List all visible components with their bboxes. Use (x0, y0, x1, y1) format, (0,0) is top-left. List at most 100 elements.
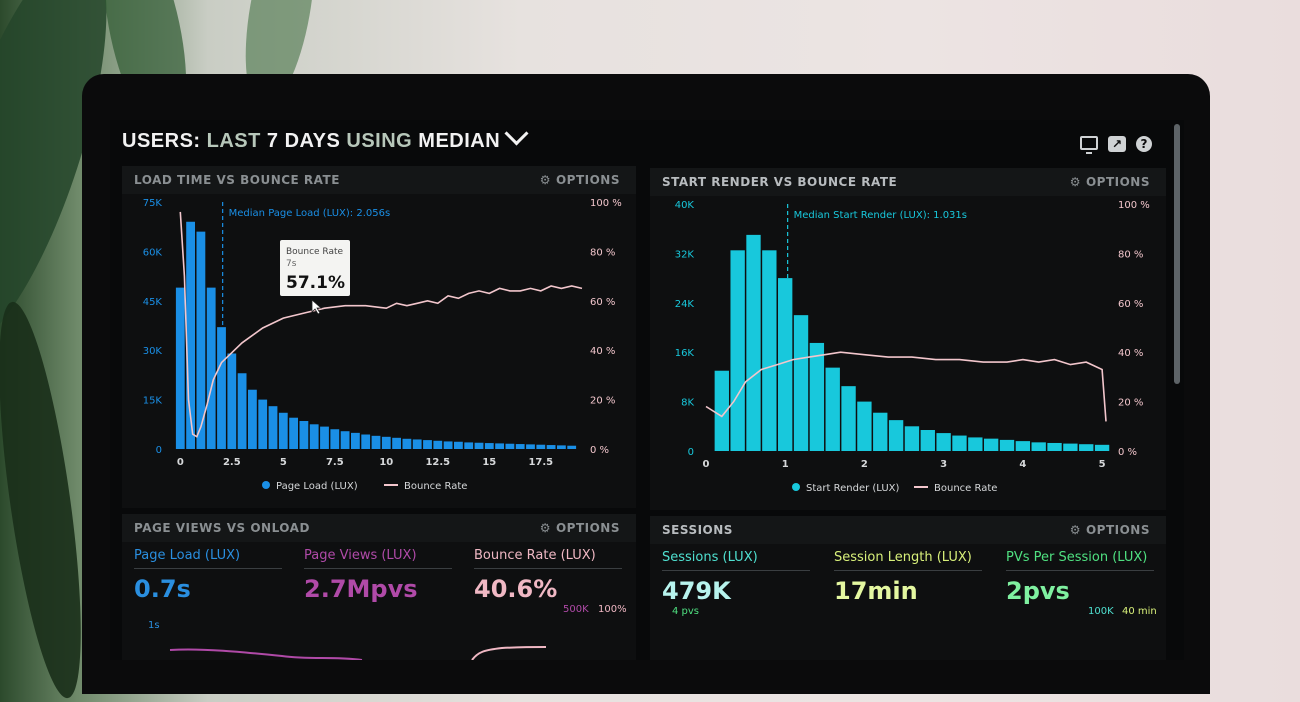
bar (196, 231, 206, 449)
options-label: OPTIONS (555, 173, 620, 187)
metric-pvs-per-session[interactable]: PVs Per Session (LUX) 2pvs (1006, 550, 1154, 605)
cursor-icon (311, 299, 323, 315)
bar (248, 389, 257, 449)
title-part: USERS: (122, 130, 207, 152)
dashboard-title[interactable]: USERS: LAST 7 DAYS USING MEDIAN (122, 121, 529, 153)
bar (1047, 442, 1062, 451)
y-tick-label-left: 30K (143, 346, 163, 357)
median-label: Median Start Render (LUX): 1.031s (794, 210, 967, 221)
y-tick-label-left: 24K (675, 299, 695, 310)
options-label: OPTIONS (555, 521, 620, 535)
bar (983, 438, 999, 451)
y-tick-label-left: 75K (143, 198, 163, 209)
x-tick-label: 5 (280, 457, 287, 468)
bar (474, 442, 484, 449)
y-tick-label-right: 60 % (1118, 299, 1143, 310)
y-tick-label-right: 100 % (590, 198, 622, 209)
bar (289, 417, 298, 449)
bar (351, 432, 360, 449)
bar (278, 412, 288, 449)
options-button[interactable]: ⚙ OPTIONS (1070, 523, 1150, 537)
x-tick-label: 1 (782, 459, 789, 470)
y-tick-label-left: 40K (675, 200, 695, 211)
legend-swatch (792, 483, 800, 491)
axis-label: 100K (1088, 606, 1114, 617)
metric-value: 0.7s (134, 575, 191, 603)
tooltip: Bounce Rate 7s 57.1% (280, 240, 350, 315)
page-views-line (169, 648, 363, 660)
metric-label: Session Length (LUX) (834, 550, 982, 571)
median-label: Median Page Load (LUX): 2.056s (229, 208, 391, 219)
axis-label: 100% (598, 604, 627, 615)
monitor-icon[interactable] (1080, 136, 1098, 154)
title-part: 7 DAYS (266, 130, 347, 152)
bar (567, 445, 577, 449)
sessions-panel: SESSIONS ⚙ OPTIONS Sessions (LUX) 479K Se… (650, 516, 1166, 660)
y-tick-label-left: 0 (688, 447, 694, 458)
y-tick-label-right: 60 % (590, 297, 615, 308)
axis-label: 500K (563, 604, 589, 615)
share-icon[interactable]: ↗ (1108, 136, 1126, 152)
y-tick-label-right: 80 % (1118, 249, 1143, 260)
gear-icon: ⚙ (539, 173, 551, 187)
load-time-chart: 0 15K 30K 45K 60K 75K 0 % 20 % 40 % 60 % 80 % 100 %… (143, 198, 622, 492)
help-icon[interactable]: ? (1136, 136, 1152, 152)
chevron-down-icon[interactable] (504, 121, 529, 146)
y-tick-label-left: 32K (675, 249, 695, 260)
panel-header: SESSIONS ⚙ OPTIONS (650, 516, 1166, 544)
bar (936, 433, 951, 451)
x-tick-label: 7.5 (326, 457, 344, 468)
options-label: OPTIONS (1085, 175, 1150, 189)
bar (423, 440, 432, 449)
legend-item: Bounce Rate (404, 481, 467, 492)
y-tick-label-left: 15K (143, 396, 163, 407)
bar (888, 420, 904, 451)
options-button[interactable]: ⚙ OPTIONS (540, 173, 620, 187)
bounce-rate-line (179, 211, 583, 438)
y-tick-label-right: 20 % (1118, 398, 1143, 409)
start-render-chart: 0 8K 16K 24K 32K 40K 0 % 20 % 40 % 60 % 80 % 100 % 0… (675, 200, 1150, 494)
bar (268, 406, 278, 449)
x-tick-label: 0 (702, 459, 709, 470)
metric-label: PVs Per Session (LUX) (1006, 550, 1154, 571)
bar (536, 444, 546, 449)
options-label: OPTIONS (1085, 523, 1150, 537)
bar (546, 445, 556, 449)
metric-value: 2pvs (1006, 577, 1070, 605)
options-button[interactable]: ⚙ OPTIONS (1070, 175, 1150, 189)
metric-page-load[interactable]: Page Load (LUX) 0.7s (134, 548, 282, 603)
y-tick-label-left: 8K (681, 398, 694, 409)
x-tick-label: 0 (177, 457, 184, 468)
bar (402, 438, 412, 449)
legend-swatch (262, 481, 270, 489)
metric-session-length[interactable]: Session Length (LUX) 17min (834, 550, 982, 605)
options-button[interactable]: ⚙ OPTIONS (540, 521, 620, 535)
start-render-panel: START RENDER VS BOUNCE RATE ⚙ OPTIONS 0 8K… (650, 168, 1166, 510)
y-tick-label-right: 100 % (1118, 200, 1150, 211)
bar (730, 250, 745, 451)
scrollbar[interactable] (1174, 124, 1180, 384)
y-tick-label-right: 0 % (1118, 447, 1137, 458)
metric-sessions[interactable]: Sessions (LUX) 479K (662, 550, 810, 605)
metric-bounce-rate[interactable]: Bounce Rate (LUX) 40.6% (474, 548, 622, 603)
panel-title: START RENDER VS BOUNCE RATE (662, 175, 898, 189)
bar (793, 315, 809, 451)
y-tick-label-left: 0 (156, 445, 162, 456)
y-tick-label-right: 80 % (590, 247, 615, 258)
bar (371, 435, 381, 449)
bar (464, 442, 474, 449)
panel-title: LOAD TIME VS BOUNCE RATE (134, 173, 340, 187)
bar (762, 250, 777, 451)
metric-page-views[interactable]: Page Views (LUX) 2.7Mpvs (304, 548, 452, 603)
bar (237, 373, 247, 449)
x-tick-label: 10 (379, 457, 393, 468)
bar (557, 445, 566, 449)
metric-label: Page Load (LUX) (134, 548, 282, 569)
bounce-rate-line (705, 351, 1107, 422)
x-tick-label: 2.5 (223, 457, 241, 468)
x-tick-label: 17.5 (528, 457, 553, 468)
bar (841, 386, 856, 451)
title-part: LAST (206, 130, 267, 152)
page-views-sparkline (169, 646, 547, 660)
bar (495, 443, 504, 449)
